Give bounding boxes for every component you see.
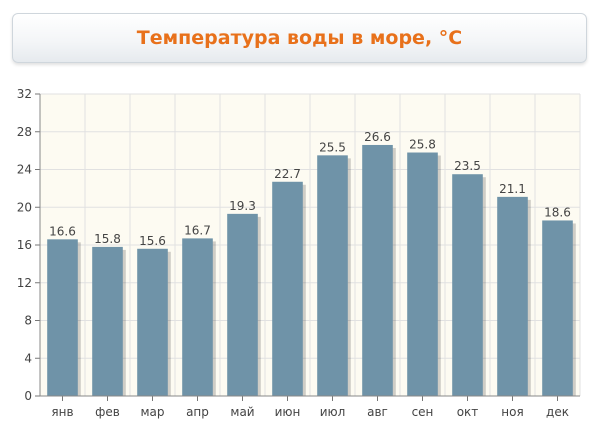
- data-label: 16.7: [184, 223, 211, 237]
- data-label: 15.8: [94, 232, 121, 246]
- chart-title: Температура воды в море, °С: [136, 27, 463, 49]
- x-tick-label: фев: [95, 405, 120, 419]
- bar: [452, 174, 483, 396]
- x-tick-label: июл: [320, 405, 346, 419]
- data-label: 23.5: [454, 159, 481, 173]
- y-tick-label: 28: [17, 125, 32, 139]
- bar: [227, 213, 258, 396]
- bar: [317, 155, 348, 396]
- y-tick-label: 0: [24, 389, 32, 403]
- y-tick-label: 24: [17, 163, 32, 177]
- x-tick-label: май: [230, 405, 254, 419]
- x-tick-label: авг: [367, 405, 388, 419]
- data-label: 18.6: [544, 205, 571, 219]
- bar: [137, 248, 168, 396]
- x-tick-label: окт: [457, 405, 479, 419]
- data-label: 26.6: [364, 130, 391, 144]
- y-tick-label: 4: [24, 351, 32, 365]
- y-tick-label: 16: [17, 238, 32, 252]
- x-tick-label: июн: [275, 405, 301, 419]
- bar: [92, 246, 123, 396]
- bar: [407, 152, 438, 396]
- data-label: 22.7: [274, 167, 301, 181]
- bar: [47, 239, 78, 396]
- data-label: 25.5: [319, 140, 346, 154]
- data-label: 15.6: [139, 234, 166, 248]
- bar: [542, 220, 573, 396]
- x-tick-label: сен: [412, 405, 434, 419]
- x-tick-label: ноя: [501, 405, 523, 419]
- x-tick-label: мар: [140, 405, 164, 419]
- data-label: 19.3: [229, 199, 256, 213]
- x-tick-label: дек: [546, 405, 569, 419]
- data-label: 25.8: [409, 138, 436, 152]
- bar: [272, 181, 303, 396]
- bar: [362, 144, 393, 396]
- y-tick-label: 12: [17, 276, 32, 290]
- y-tick-label: 32: [17, 87, 32, 101]
- x-tick-label: янв: [51, 405, 73, 419]
- bar: [497, 196, 528, 396]
- x-tick-label: апр: [186, 405, 209, 419]
- data-label: 16.6: [49, 224, 76, 238]
- y-tick-label: 20: [17, 200, 32, 214]
- data-label: 21.1: [499, 182, 526, 196]
- y-tick-label: 8: [24, 314, 32, 328]
- bar: [182, 238, 213, 396]
- chart-title-box: Температура воды в море, °С: [12, 13, 587, 63]
